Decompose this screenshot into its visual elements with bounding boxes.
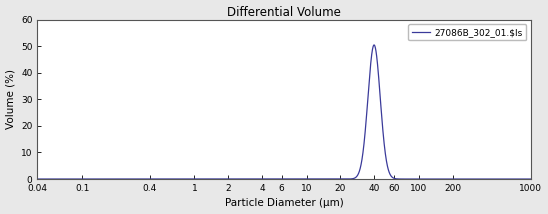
Title: Differential Volume: Differential Volume	[227, 6, 341, 19]
27086B_302_01.$ls	[124, 178, 130, 180]
27086B_302_01.$ls	[528, 178, 534, 180]
27086B_302_01.$ls	[440, 178, 447, 180]
27086B_302_01.$ls	[371, 44, 378, 46]
27086B_302_01.$ls	[355, 172, 362, 175]
X-axis label: Particle Diameter (μm): Particle Diameter (μm)	[225, 198, 344, 208]
27086B_302_01.$ls	[402, 178, 409, 180]
27086B_302_01.$ls	[34, 178, 41, 180]
27086B_302_01.$ls	[330, 178, 336, 180]
Legend: 27086B_302_01.$ls: 27086B_302_01.$ls	[408, 24, 527, 40]
27086B_302_01.$ls	[222, 178, 229, 180]
Line: 27086B_302_01.$ls: 27086B_302_01.$ls	[37, 45, 531, 179]
Y-axis label: Volume (%): Volume (%)	[5, 69, 15, 129]
